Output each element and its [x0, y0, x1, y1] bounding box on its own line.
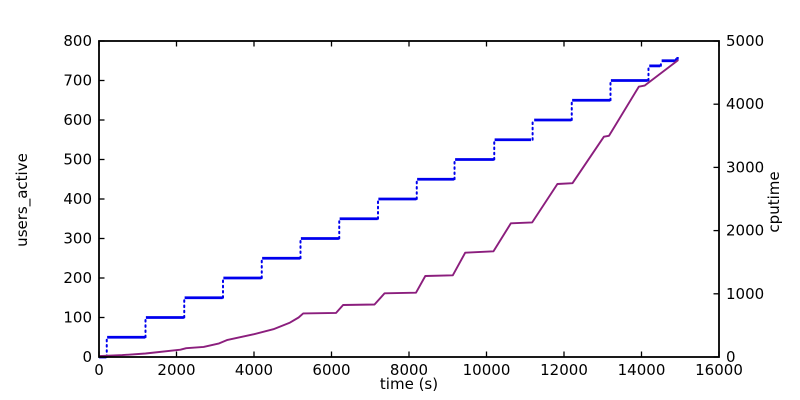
y-tick-label-right: 2000 [726, 222, 764, 240]
y-tick-label-left: 600 [63, 111, 92, 129]
y-axis-label-right: cputime [765, 171, 783, 232]
x-tick-label: 2000 [157, 361, 195, 379]
y-tick-label-left: 0 [82, 348, 92, 366]
y-tick-label-left: 300 [63, 230, 92, 248]
y-tick-label-right: 3000 [726, 158, 764, 176]
x-tick-label: 10000 [463, 361, 511, 379]
y-tick-label-left: 200 [63, 269, 92, 287]
x-tick-label: 16000 [695, 361, 743, 379]
plot-area: 0 2000 4000 6000 8000 10000 12000 14000 16000010… [63, 32, 764, 379]
y-tick-label-left: 700 [63, 72, 92, 90]
plot-border [98, 40, 720, 358]
x-tick-label: 4000 [235, 361, 273, 379]
y-tick-label-left: 100 [63, 309, 92, 327]
y-tick-label-left: 500 [63, 151, 92, 169]
x-tick-label: 6000 [312, 361, 350, 379]
y-axis-label-left: users_active [13, 153, 32, 247]
x-tick-label: 12000 [540, 361, 588, 379]
y-tick-label-left: 400 [63, 190, 92, 208]
cputime-line [98, 59, 679, 358]
y-tick-label-right: 1000 [726, 285, 764, 303]
x-tick-label: 14000 [618, 361, 666, 379]
x-tick-label: 8000 [390, 361, 428, 379]
y-tick-label-right: 4000 [726, 95, 764, 113]
y-tick-label-left: 800 [63, 32, 92, 50]
x-tick-label: 0 [94, 361, 104, 379]
y-tick-label-right: 5000 [726, 32, 764, 50]
x-axis-label: time (s) [380, 375, 438, 393]
y-tick-label-right: 0 [726, 348, 736, 366]
